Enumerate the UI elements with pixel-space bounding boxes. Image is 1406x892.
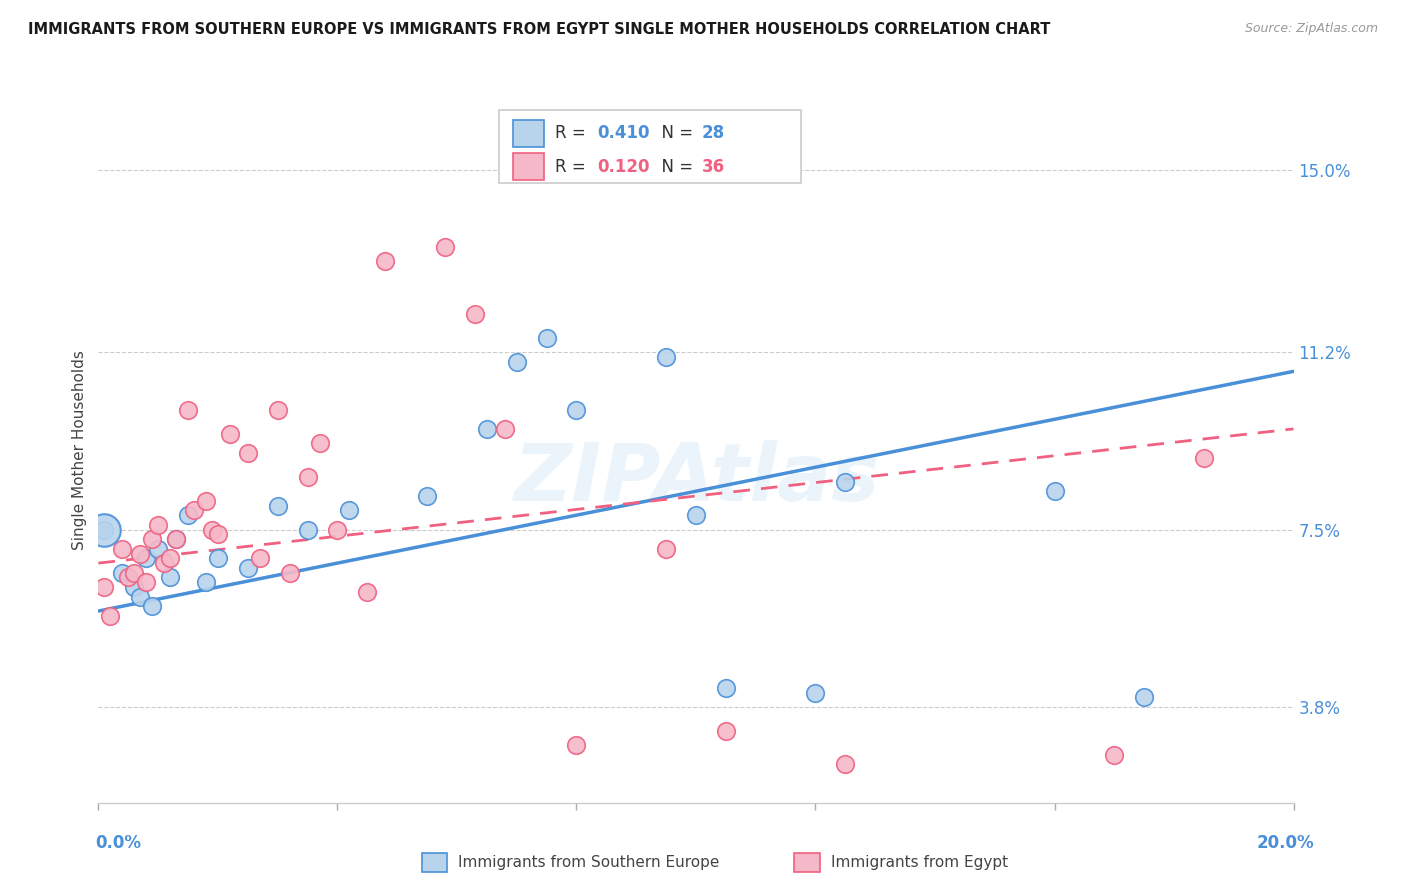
Point <box>1104 747 1126 762</box>
Point <box>93 523 115 537</box>
Point <box>236 561 259 575</box>
Point <box>374 254 396 268</box>
Text: 36: 36 <box>702 158 724 176</box>
Point <box>165 532 187 546</box>
Point <box>183 503 205 517</box>
Text: 28: 28 <box>702 124 724 142</box>
Point <box>565 402 588 417</box>
Point <box>416 489 439 503</box>
Text: IMMIGRANTS FROM SOUTHERN EUROPE VS IMMIGRANTS FROM EGYPT SINGLE MOTHER HOUSEHOLD: IMMIGRANTS FROM SOUTHERN EUROPE VS IMMIG… <box>28 22 1050 37</box>
Point <box>111 541 134 556</box>
Point <box>195 493 218 508</box>
Point <box>267 499 290 513</box>
Text: N =: N = <box>651 124 699 142</box>
Point <box>1192 450 1215 465</box>
Point <box>536 331 558 345</box>
Point <box>117 570 139 584</box>
Point <box>464 307 486 321</box>
Y-axis label: Single Mother Households: Single Mother Households <box>72 351 87 550</box>
Point <box>685 508 707 523</box>
Point <box>129 590 152 604</box>
Point <box>98 608 122 623</box>
Point <box>207 551 229 566</box>
Point <box>236 446 259 460</box>
Point <box>124 566 146 580</box>
Text: N =: N = <box>651 158 699 176</box>
Point <box>201 523 224 537</box>
Point <box>326 523 349 537</box>
Point <box>1133 690 1156 705</box>
Text: 0.120: 0.120 <box>598 158 650 176</box>
Point <box>141 599 163 614</box>
Point <box>153 556 176 570</box>
Text: Immigrants from Southern Europe: Immigrants from Southern Europe <box>458 855 720 870</box>
Point <box>111 566 134 580</box>
Point <box>135 575 157 590</box>
Point <box>655 350 678 364</box>
Point <box>278 566 301 580</box>
Point <box>297 523 319 537</box>
Point <box>159 551 181 566</box>
Text: 0.0%: 0.0% <box>96 834 142 852</box>
Point <box>93 580 115 594</box>
Point <box>267 402 290 417</box>
Point <box>165 532 187 546</box>
Point <box>804 685 827 699</box>
Point <box>93 523 115 537</box>
Point <box>714 723 737 738</box>
Point <box>834 475 856 489</box>
Point <box>356 585 378 599</box>
Text: R =: R = <box>555 158 592 176</box>
Point <box>339 503 361 517</box>
Point <box>565 739 588 753</box>
Point <box>655 541 678 556</box>
Point <box>148 517 170 532</box>
Point <box>308 436 330 450</box>
Point <box>141 532 163 546</box>
Point <box>177 508 200 523</box>
Point <box>135 551 157 566</box>
Point <box>297 470 319 484</box>
Text: R =: R = <box>555 124 592 142</box>
Point <box>207 527 229 541</box>
Point <box>714 681 737 695</box>
Point <box>249 551 271 566</box>
Point <box>177 402 200 417</box>
Text: Immigrants from Egypt: Immigrants from Egypt <box>831 855 1008 870</box>
Point <box>129 547 152 561</box>
Text: 0.410: 0.410 <box>598 124 650 142</box>
Point <box>434 240 457 254</box>
Point <box>834 757 856 772</box>
Point <box>506 355 529 369</box>
Point <box>195 575 218 590</box>
Text: ZIPAtlas: ZIPAtlas <box>513 440 879 517</box>
Point <box>219 426 242 441</box>
Point <box>475 422 498 436</box>
Point <box>494 422 516 436</box>
Point <box>124 580 146 594</box>
Text: 20.0%: 20.0% <box>1257 834 1315 852</box>
Point <box>1043 484 1066 499</box>
Point <box>148 541 170 556</box>
Text: Source: ZipAtlas.com: Source: ZipAtlas.com <box>1244 22 1378 36</box>
Point <box>159 570 181 584</box>
